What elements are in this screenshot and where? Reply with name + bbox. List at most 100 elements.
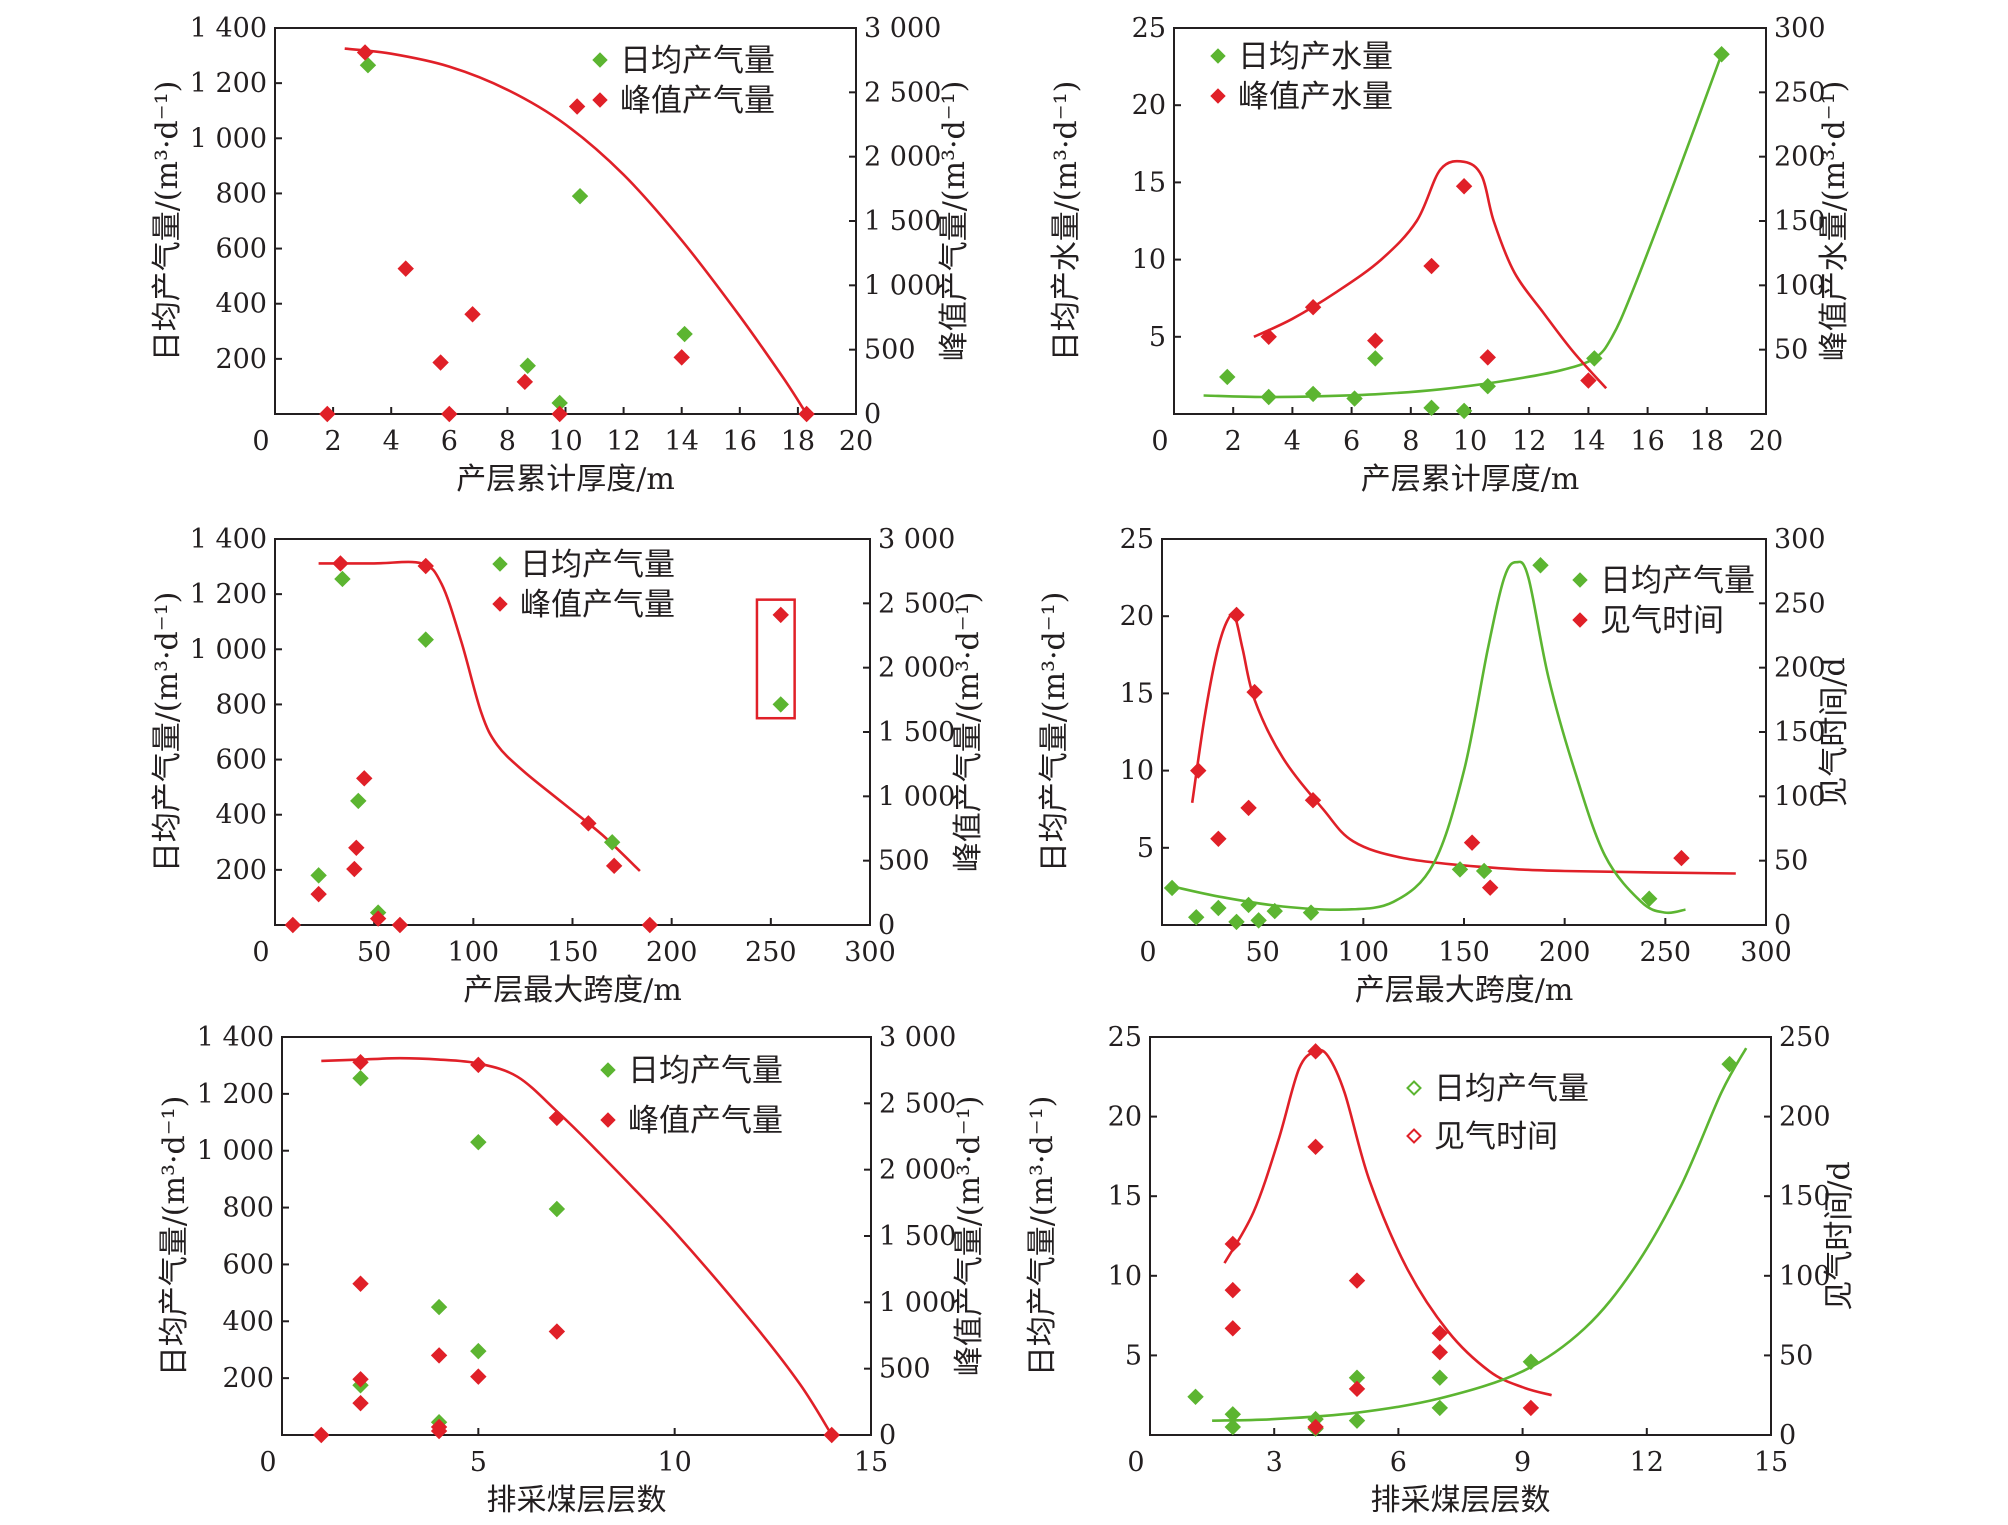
- x-axis-label: 产层最大跨度/m: [463, 973, 682, 1008]
- y-right-tick-label: 150: [1774, 717, 1826, 748]
- legend-marker-red: [600, 1112, 616, 1128]
- y-right-tick-label: 3 000: [878, 524, 955, 555]
- data-point-red: [313, 1426, 330, 1444]
- y-left-tick-label: 20: [1132, 90, 1166, 121]
- y-left-tick-label: 600: [222, 1249, 274, 1280]
- data-point-green: [359, 57, 377, 74]
- legend-marker-green: [600, 1062, 616, 1078]
- data-point-red: [1210, 830, 1227, 848]
- x-tick-label: 100: [448, 937, 500, 968]
- y-right-tick-label: 1 000: [864, 270, 941, 301]
- y-right-tick-label: 1 000: [878, 781, 955, 812]
- data-point-green: [1721, 1055, 1738, 1073]
- x-tick-label: 0: [1151, 426, 1168, 457]
- legend-label: 见气时间: [1600, 603, 1724, 639]
- data-point-green: [350, 792, 367, 810]
- x-tick-label: 2: [325, 426, 342, 457]
- data-point-red: [548, 1109, 566, 1127]
- data-point-red: [798, 405, 815, 423]
- data-point-green: [1586, 350, 1603, 367]
- chart-c: 0 50 100 150 200 250 300 产层最大跨度/m 200 400 600 800 1 …: [150, 524, 986, 1008]
- chart-e: 0 5 10 15 排采煤层层数 200 400 600 800 1 000 1 200 1 400 0…: [157, 1022, 987, 1518]
- x-tick-label: 8: [499, 426, 516, 457]
- data-point-red: [551, 405, 568, 423]
- data-point-green: [1346, 390, 1363, 407]
- data-point-green: [676, 325, 693, 343]
- data-point-red: [352, 1394, 369, 1412]
- data-point-green: [352, 1070, 369, 1087]
- y-right-tick-label: 1 500: [878, 717, 955, 748]
- y-right-tick-label: 500: [864, 335, 916, 366]
- y-right-tick-label: 0: [864, 399, 881, 430]
- data-point-green: [1219, 368, 1236, 386]
- data-point-red: [332, 555, 349, 572]
- data-point-red: [1522, 1399, 1540, 1417]
- data-point-green: [1304, 385, 1322, 403]
- data-point-red: [823, 1426, 840, 1444]
- y-left-tick-label: 15: [1132, 167, 1166, 198]
- fit-curve-red: [321, 1056, 833, 1436]
- data-point-red: [1455, 178, 1473, 195]
- y-left-tick-label: 10: [1108, 1261, 1142, 1292]
- y-right-tick-label: 0: [879, 1420, 896, 1451]
- y-left-axis-label: 日均产气量/(m³·d⁻¹): [157, 1096, 192, 1377]
- data-point-green: [334, 570, 351, 588]
- x-tick-label: 10: [548, 426, 582, 457]
- legend-marker-green: [592, 52, 608, 68]
- x-tick-label: 0: [259, 1447, 276, 1478]
- data-point-red: [568, 98, 586, 115]
- fit-curve-red: [318, 560, 641, 872]
- y-right-tick-label: 2 500: [878, 588, 955, 619]
- y-left-tick-label: 25: [1120, 524, 1154, 555]
- data-point-green: [430, 1298, 448, 1316]
- data-point-green: [470, 1133, 487, 1151]
- y-right-tick-label: 50: [1774, 846, 1808, 877]
- data-point-green: [310, 867, 327, 884]
- data-point-red: [1260, 328, 1277, 346]
- y-left-tick-label: 10: [1132, 245, 1166, 276]
- y-left-tick-label: 400: [222, 1306, 274, 1337]
- legend-marker-red: [1406, 1128, 1422, 1144]
- y-right-tick-label: 100: [1774, 781, 1826, 812]
- data-point-green: [571, 187, 589, 205]
- y-left-tick-label: 1 400: [190, 13, 267, 44]
- data-point-green: [1240, 896, 1257, 914]
- x-tick-label: 200: [646, 937, 698, 968]
- x-axis-label: 产层累计厚度/m: [1361, 462, 1580, 497]
- chart-d: 0 50 100 150 200 250 300产层最大跨度/m51015202505010…: [1037, 524, 1852, 1008]
- x-tick-label: 2: [1225, 426, 1242, 457]
- fit-curve-red: [1190, 613, 1736, 875]
- y-left-tick-label: 1 400: [190, 524, 267, 555]
- data-point-green: [1224, 1418, 1242, 1436]
- y-right-tick-label: 150: [1779, 1181, 1831, 1212]
- data-point-red: [352, 1371, 369, 1388]
- y-right-tick-label: 200: [1774, 142, 1826, 173]
- data-point-red: [432, 354, 449, 371]
- x-tick-label: 10: [657, 1447, 691, 1478]
- data-point-red: [1224, 1320, 1242, 1337]
- chart-b: 0 2 4 6 8 10 12 14 16 18 20 产层累计厚度/m 5 10 15 20 25 50 100 1…: [1049, 13, 1852, 497]
- x-tick-label: 3: [1266, 1447, 1283, 1478]
- x-tick-label: 50: [357, 937, 391, 968]
- legend-marker-green: [1572, 572, 1588, 588]
- data-point-red: [772, 606, 789, 624]
- legend-label: 日均产气量: [1600, 563, 1755, 599]
- data-point-red: [346, 860, 363, 878]
- data-point-green: [548, 1200, 566, 1218]
- y-left-tick-label: 15: [1108, 1181, 1142, 1212]
- y-left-tick-label: 400: [215, 800, 267, 831]
- legend-label: 日均产气量: [628, 1053, 783, 1089]
- y-right-tick-label: 0: [1774, 910, 1791, 941]
- y-right-tick-label: 2 000: [864, 142, 941, 173]
- x-tick-label: 14: [1571, 426, 1605, 457]
- data-point-green: [1455, 402, 1473, 420]
- y-right-tick-label: 3 000: [879, 1022, 956, 1053]
- y-right-tick-label: 100: [1774, 270, 1826, 301]
- x-tick-label: 0: [252, 426, 269, 457]
- y-left-tick-label: 1 200: [197, 1079, 274, 1110]
- y-left-tick-label: 200: [215, 855, 267, 886]
- plot-frame: [281, 1036, 872, 1436]
- x-tick-label: 0: [252, 937, 269, 968]
- data-point-green: [772, 696, 789, 713]
- y-left-tick-label: 600: [215, 234, 267, 265]
